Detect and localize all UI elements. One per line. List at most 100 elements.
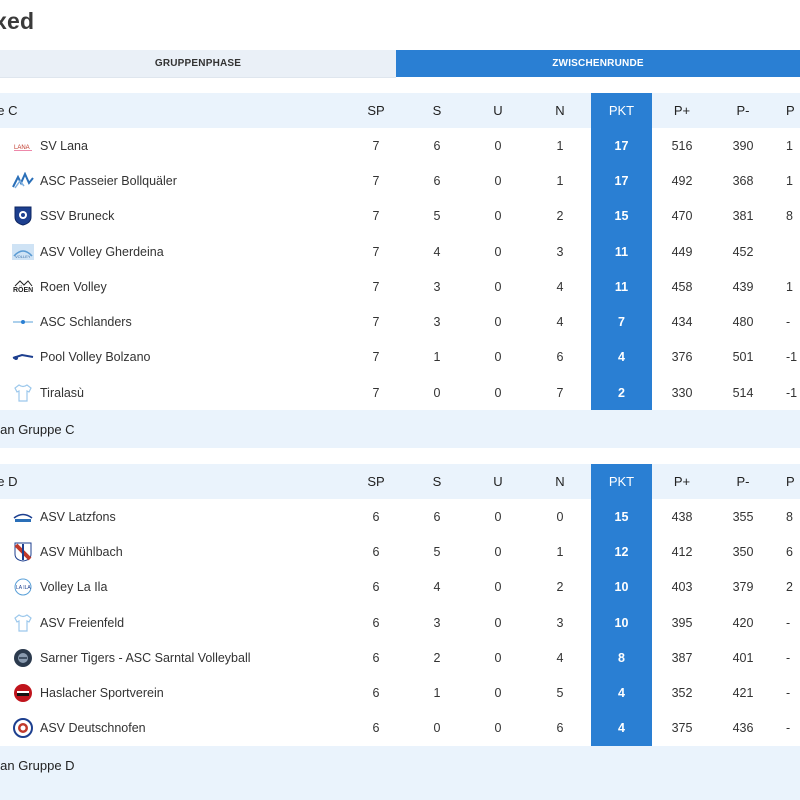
team-cell: ASV Freienfeld xyxy=(12,605,124,640)
team-name[interactable]: ASV Deutschnofen xyxy=(40,721,146,736)
team-name[interactable]: Roen Volley xyxy=(40,279,107,294)
team-cell: ASV Deutschnofen xyxy=(12,711,146,746)
roen-volley-logo: RÖEN xyxy=(12,276,34,298)
standings-row[interactable]: Sarner Tigers - ASC Sarntal Volleyball 6 2… xyxy=(0,640,800,676)
standings-row[interactable]: ASV Latzfons 6 6 0 0 15 438 355 8 xyxy=(0,499,800,535)
team-cell: ASC Passeier Bollquäler xyxy=(12,163,177,198)
asv-muehlbach-logo xyxy=(12,541,34,563)
col-sp-value: 6 xyxy=(372,509,380,524)
tab-gruppenphase[interactable]: GRUPPENPHASE xyxy=(0,50,396,78)
team-name[interactable]: ASC Schlanders xyxy=(40,315,132,330)
col-sp-header: SP xyxy=(367,474,385,489)
team-name[interactable]: ASV Mühlbach xyxy=(40,544,123,559)
team-name[interactable]: Pool Volley Bolzano xyxy=(40,350,151,365)
standings-row[interactable]: ASC Schlanders 7 3 0 4 7 434 480 - xyxy=(0,304,800,340)
col-siege-value: 0 xyxy=(433,721,441,736)
col-sp-value: 7 xyxy=(372,279,380,294)
standings-row[interactable]: SSV Bruneck 7 5 0 2 15 470 381 8 xyxy=(0,198,800,234)
standings-row[interactable]: LANA SV Lana 7 6 0 1 17 516 390 1 xyxy=(0,128,800,164)
col-niederlagen-value: 2 xyxy=(556,580,564,595)
col-niederlagen-value: 0 xyxy=(556,509,564,524)
col-punkte-plus-value: 395 xyxy=(671,615,693,630)
standings-row[interactable]: ASV Deutschnofen 6 0 0 6 4 375 436 - xyxy=(0,710,800,747)
col-punkte-minus-value: 514 xyxy=(732,385,754,400)
col-punkte-minus-value: 421 xyxy=(732,686,754,701)
standings-row[interactable]: ASV Mühlbach 6 5 0 1 12 412 350 6 xyxy=(0,534,800,570)
team-name[interactable]: Haslacher Sportverein xyxy=(40,686,164,701)
col-niederlagen-value: 6 xyxy=(556,350,564,365)
spielplan-link[interactable]: plan Gruppe D xyxy=(0,746,800,785)
col-punkte-minus-value: 436 xyxy=(732,721,754,736)
standings-row[interactable]: RÖEN Roen Volley 7 3 0 4 11 458 439 1 xyxy=(0,269,800,305)
standings-row[interactable]: ASV Freienfeld 6 3 0 3 10 395 420 - xyxy=(0,604,800,641)
team-name[interactable]: ASV Volley Gherdeina xyxy=(40,244,164,259)
asv-gherdeina-logo: VOLLEY xyxy=(12,241,34,263)
col-punkte-minus-header: P- xyxy=(736,474,750,489)
col-sp-value: 7 xyxy=(372,350,380,365)
team-name[interactable]: ASV Latzfons xyxy=(40,509,116,524)
team-cell: VOLLEY ASV Volley Gherdeina xyxy=(12,234,164,269)
standings-row[interactable]: Pool Volley Bolzano 7 1 0 6 4 376 501 -1 xyxy=(0,339,800,376)
team-name[interactable]: ASC Passeier Bollquäler xyxy=(40,173,177,188)
col-unentschieden-value: 0 xyxy=(494,350,502,365)
col-sp-header: SP xyxy=(367,103,385,118)
team-name[interactable]: ASV Freienfeld xyxy=(40,615,125,630)
svg-text:LANA: LANA xyxy=(14,145,30,151)
col-niederlagen-header: N xyxy=(555,474,565,489)
col-punkte-plus-value: 375 xyxy=(671,721,693,736)
tab-zwischenrunde[interactable]: ZWISCHENRUNDE xyxy=(396,50,800,77)
col-punkte-plus-value: 449 xyxy=(671,244,693,259)
col-niederlagen-value: 7 xyxy=(556,385,564,400)
standings-row[interactable]: ASC Passeier Bollquäler 7 6 0 1 17 492 368 1 xyxy=(0,163,800,199)
team-name[interactable]: SSV Bruneck xyxy=(40,209,115,224)
col-unentschieden-value: 0 xyxy=(494,509,502,524)
volley-la-ila-logo: LA ILA xyxy=(12,576,34,598)
col-siege-value: 3 xyxy=(433,279,441,294)
standings-row[interactable]: VOLLEY ASV Volley Gherdeina 7 4 0 3 11 449 452 xyxy=(0,233,800,270)
svg-text:RÖEN: RÖEN xyxy=(13,285,33,294)
standings-row[interactable]: Tiralasù 7 0 0 7 2 330 514 -1 xyxy=(0,375,800,411)
col-niederlagen-value: 4 xyxy=(556,279,564,294)
standings-row[interactable]: Haslacher Sportverein 6 1 0 5 4 352 421 - xyxy=(0,675,800,711)
col-punkte-plus-header: P+ xyxy=(673,474,691,489)
standings-row[interactable]: LA ILA Volley La Ila 6 4 0 2 10 403 379 2 xyxy=(0,569,800,605)
col-niederlagen-header: N xyxy=(555,103,565,118)
col-differenz-value: -1 xyxy=(786,385,798,400)
spielplan-link-label[interactable]: plan Gruppe D xyxy=(0,757,75,773)
team-cell: LANA SV Lana xyxy=(12,128,88,163)
col-punkte-plus-value: 352 xyxy=(671,686,693,701)
col-punkte-minus-value: 368 xyxy=(732,173,754,188)
col-punkte-plus-value: 412 xyxy=(671,544,693,559)
col-niederlagen-value: 1 xyxy=(556,544,564,559)
col-unentschieden-value: 0 xyxy=(494,209,502,224)
team-name[interactable]: SV Lana xyxy=(40,138,88,153)
col-siege-value: 3 xyxy=(433,315,441,330)
col-punkte-value: 2 xyxy=(591,375,652,411)
asv-latzfons-logo xyxy=(12,506,34,528)
col-unentschieden-value: 0 xyxy=(494,279,502,294)
ssv-bruneck-logo xyxy=(12,205,34,227)
col-differenz-value: 6 xyxy=(786,544,793,559)
col-siege-value: 6 xyxy=(433,509,441,524)
team-cell: ASV Latzfons xyxy=(12,499,116,534)
team-name[interactable]: Volley La Ila xyxy=(40,580,108,595)
spielplan-link-label[interactable]: plan Gruppe C xyxy=(0,421,75,437)
col-punkte-minus-value: 355 xyxy=(732,509,754,524)
spielplan-link[interactable]: plan Gruppe C xyxy=(0,410,800,449)
jersey-icon xyxy=(12,612,34,634)
col-punkte-header: PKT xyxy=(591,93,652,128)
col-differenz-value: - xyxy=(786,315,791,330)
col-unentschieden-value: 0 xyxy=(494,138,502,153)
col-punkte-minus-value: 501 xyxy=(732,350,754,365)
col-punkte-minus-value: 439 xyxy=(732,279,754,294)
col-sp-value: 7 xyxy=(372,173,380,188)
team-name[interactable]: Tiralasù xyxy=(40,385,84,400)
col-niederlagen-value: 4 xyxy=(556,650,564,665)
col-differenz-value: 1 xyxy=(786,173,793,188)
team-name[interactable]: Sarner Tigers - ASC Sarntal Volleyball xyxy=(40,650,251,665)
col-siege-value: 4 xyxy=(433,244,441,259)
col-siege-value: 3 xyxy=(433,615,441,630)
team-cell: ASV Mühlbach xyxy=(12,534,123,569)
col-unentschieden-value: 0 xyxy=(494,315,502,330)
